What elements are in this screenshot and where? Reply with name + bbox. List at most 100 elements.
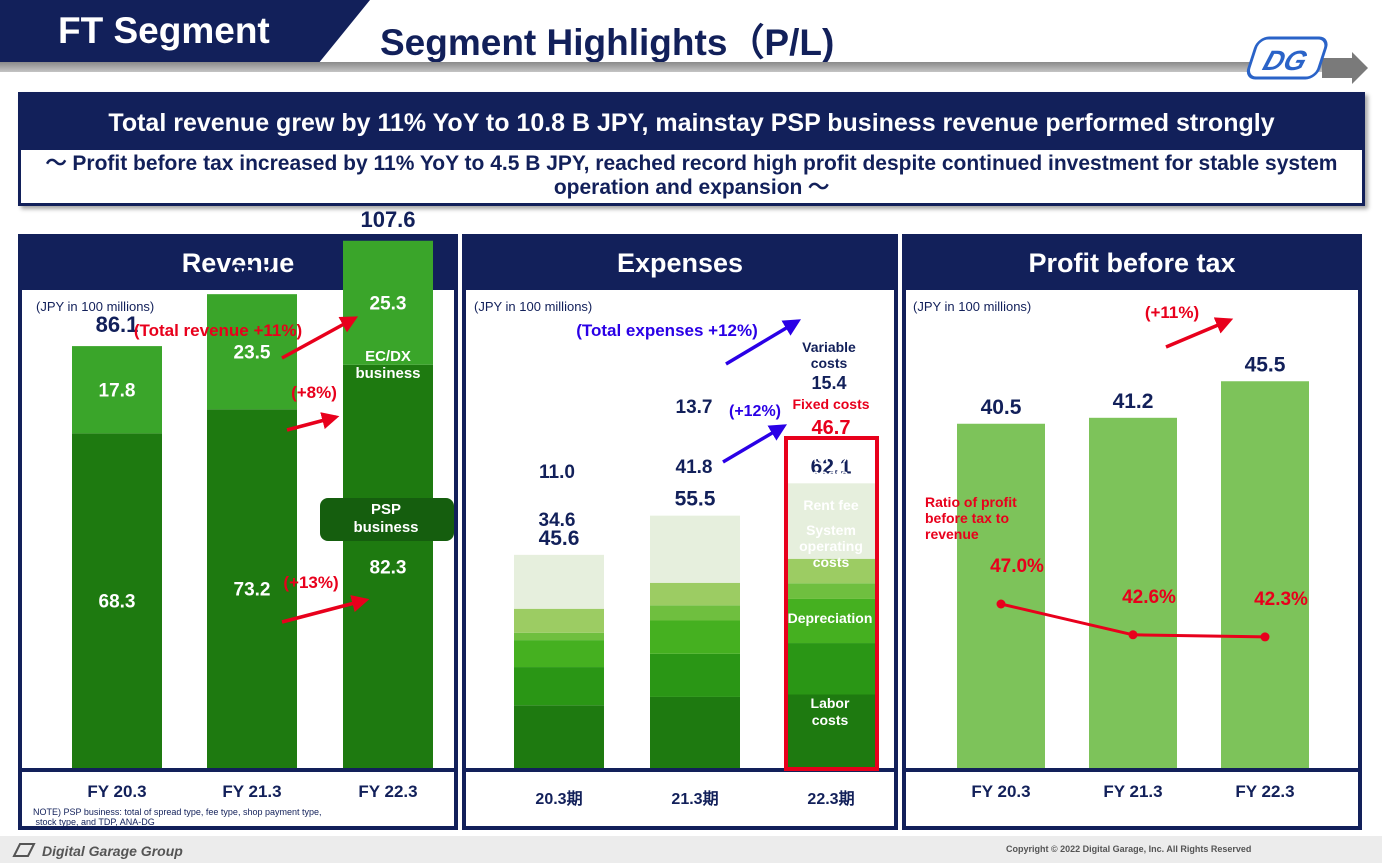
expenses-bar-segment — [650, 515, 740, 583]
expenses-x-tick: 20.3期 — [535, 789, 582, 808]
profit-ratio-label: 47.0% — [990, 556, 1044, 577]
expenses-variable-label: 13.7 — [676, 397, 713, 418]
profit-x-tick: FY 22.3 — [1235, 782, 1294, 801]
segment-tab: FT Segment — [0, 0, 370, 64]
revenue-bar-psp — [72, 433, 162, 768]
revenue-x-tick: FY 20.3 — [87, 782, 146, 801]
profit-panel-footer — [906, 772, 1358, 826]
revenue-note: NOTE) PSP business: total of spread type… — [33, 807, 322, 827]
expenses-segment-label-depreciation: Depreciation — [788, 610, 873, 626]
expenses-bar-segment — [786, 598, 876, 644]
revenue-panel-title: Revenue — [181, 248, 295, 278]
profit-ratio-point — [1260, 632, 1270, 642]
expenses-fixed-arrow — [722, 424, 788, 464]
revenue-label-psp: 82.3 — [370, 557, 407, 578]
profit-ratio-label: 42.6% — [1122, 587, 1176, 608]
dg-logo-icon: DG — [1246, 36, 1368, 84]
expenses-segment-label-other: Other fixed costs — [793, 449, 867, 482]
revenue-x-tick: FY 22.3 — [358, 782, 417, 801]
expenses-total-label: 55.5 — [675, 488, 716, 511]
expenses-bar-segment — [786, 558, 876, 584]
profit-ratio-label: 42.3% — [1254, 589, 1308, 610]
revenue-total-label: 86.1 — [96, 312, 139, 337]
revenue-label-psp: 73.2 — [234, 580, 271, 601]
profit-unit-note: (JPY in 100 millions) — [913, 299, 1031, 314]
expenses-bar-segment — [786, 694, 876, 768]
revenue-bar-psp — [343, 364, 433, 768]
expenses-bar-segment — [514, 667, 604, 706]
revenue-unit-note: (JPY in 100 millions) — [36, 299, 154, 314]
expenses-bar-segment — [786, 643, 876, 695]
expenses-bar-segment — [514, 632, 604, 641]
expenses-bar-segment — [650, 582, 740, 606]
revenue-bar-psp — [207, 409, 297, 768]
banner-subline: ～ Profit before tax increased by 11% YoY… — [21, 150, 1362, 203]
expenses-fixed-label: 46.7 — [812, 417, 851, 439]
expenses-fixed-growth: (+12%) — [729, 403, 781, 420]
expenses-segment-label-labor: Labor costs — [811, 695, 850, 728]
header-rule — [0, 62, 1328, 72]
revenue-total-growth: (Total revenue +11%) — [134, 321, 302, 340]
revenue-total-arrow — [281, 316, 359, 360]
expenses-fixed-costs-highlight — [784, 436, 879, 771]
expenses-bar-segment — [650, 620, 740, 654]
expenses-bar-segment — [514, 705, 604, 768]
profit-ratio-point — [1128, 630, 1138, 640]
expenses-fixed-label: 41.8 — [676, 457, 713, 478]
revenue-label-ecdx: 17.8 — [99, 381, 136, 402]
revenue-bar-ecdx — [207, 294, 297, 410]
revenue-label-ecdx: 23.5 — [234, 343, 271, 364]
revenue-segment-label-ecdx: EC/DX business — [355, 348, 420, 382]
revenue-psp-growth: (+13%) — [283, 573, 338, 592]
revenue-ecdx-arrow — [286, 412, 340, 432]
expenses-bar-segment — [786, 583, 876, 599]
profit-bar — [1221, 381, 1309, 768]
expenses-bar-segment — [514, 608, 604, 633]
revenue-total-label: 107.6 — [360, 207, 415, 232]
banner-headline: Total revenue grew by 11% YoY to 10.8 B … — [108, 109, 1275, 137]
expenses-bar-segment — [650, 605, 740, 621]
expenses-bar-segment — [514, 554, 604, 609]
profit-value-label: 41.2 — [1113, 390, 1154, 413]
expenses-bar-segment — [650, 653, 740, 697]
revenue-segment-label-psp: PSP business — [353, 501, 418, 536]
brand-name: Digital Garage Group — [42, 843, 183, 859]
expenses-variable-label: 15.4 — [811, 373, 846, 393]
profit-bar — [957, 423, 1045, 768]
revenue-label-psp: 68.3 — [99, 592, 136, 613]
profit-panel-title: Profit before tax — [1028, 248, 1236, 278]
revenue-panel-footer — [22, 772, 454, 826]
revenue-bar-ecdx — [343, 240, 433, 365]
expenses-segment-label-rent: Rent fee — [803, 497, 858, 513]
expenses-x-tick: 21.3期 — [671, 789, 718, 808]
expenses-variable-label: 11.0 — [539, 462, 575, 483]
profit-value-label: 45.5 — [1245, 353, 1286, 376]
expenses-panel-title: Expenses — [616, 248, 744, 278]
expenses-x-tick: 22.3期 — [807, 789, 854, 808]
expenses-fixed-label: 34.6 — [539, 510, 576, 531]
revenue-psp-badge — [320, 498, 454, 541]
profit-x-tick: FY 21.3 — [1103, 782, 1162, 801]
expenses-bar-segment — [650, 696, 740, 768]
profit-value-label: 40.5 — [981, 396, 1022, 419]
copyright: Copyright © 2022 Digital Garage, Inc. Al… — [1006, 844, 1252, 854]
expenses-total-label: 62.1 — [811, 455, 852, 478]
revenue-ecdx-growth: (+8%) — [291, 383, 337, 402]
expenses-total-arrow — [725, 319, 802, 366]
expenses-segment-label-system: System operating costs — [799, 522, 863, 570]
segment-tab-label: FT Segment — [58, 10, 270, 51]
revenue-x-tick: FY 21.3 — [222, 782, 281, 801]
expenses-segment-label-fixed: Fixed costs — [792, 396, 869, 412]
profit-bar — [1089, 417, 1177, 768]
expenses-total-growth: (Total expenses +12%) — [576, 321, 758, 340]
profit-growth-arrow — [1165, 317, 1234, 349]
profit-ratio-legend: Ratio of profit before tax to revenue — [925, 494, 1017, 542]
dg-small-logo-icon — [12, 843, 36, 857]
logo-text: DG — [1259, 46, 1311, 77]
expenses-bar-segment — [786, 483, 876, 559]
expenses-bar-segment — [514, 640, 604, 668]
expenses-panel-footer — [466, 772, 894, 826]
expenses-total-label: 45.6 — [539, 527, 580, 550]
expenses-segment-label-variable: Variable costs — [802, 339, 856, 371]
